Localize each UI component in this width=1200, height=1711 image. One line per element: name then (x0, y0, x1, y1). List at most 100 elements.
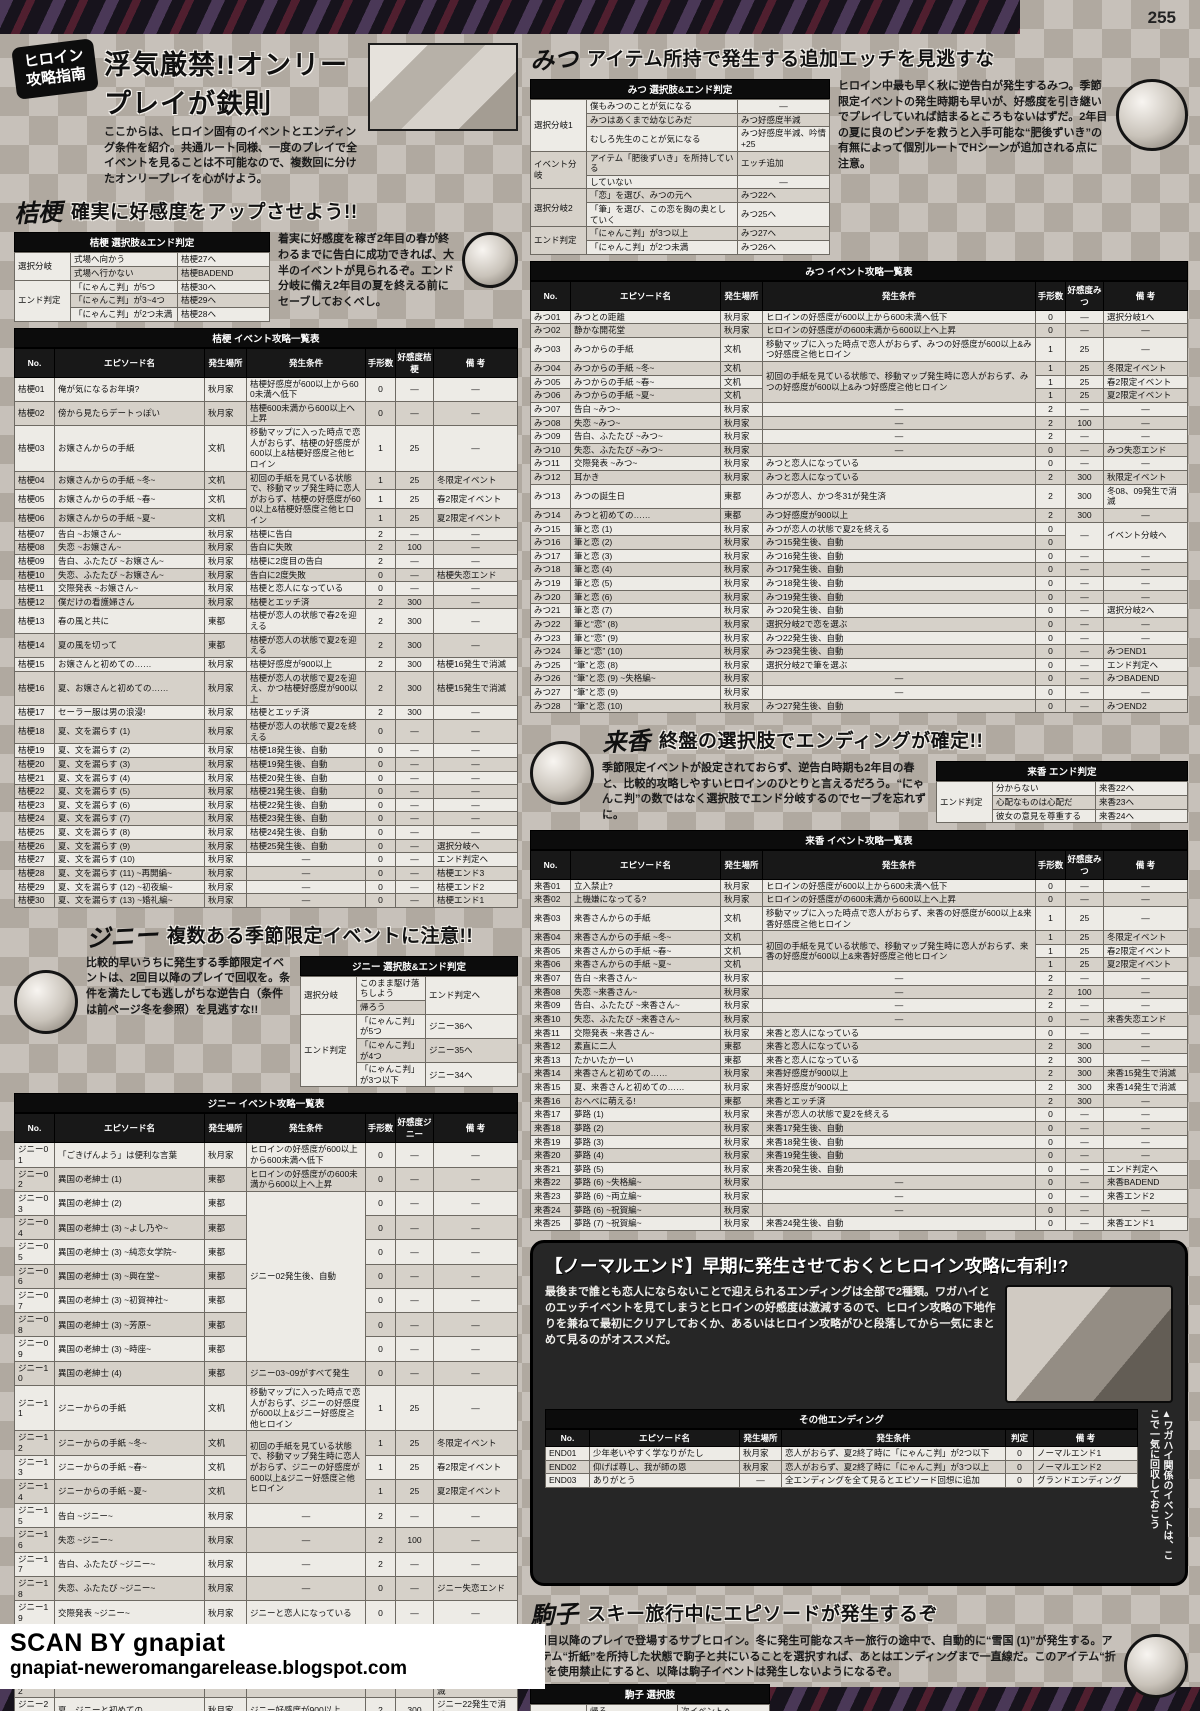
table-row: 選択分岐2 「恋」を選び、みつの元へ みつ22へ (530, 188, 830, 228)
table-cell: 秋月家 (204, 893, 247, 908)
table-cell: 夏、文を漏らす (1) (54, 719, 205, 745)
table-cell: 300 (1065, 507, 1104, 523)
table-cell: ジニー02 (14, 1166, 55, 1192)
table-cell: “筆”と恋 (9) ~失格編~ (570, 671, 721, 686)
table-cell: 来香12 (530, 1039, 571, 1054)
table-cell: — (737, 174, 830, 190)
table-cell: みつBADEND (1103, 671, 1188, 686)
table-cell: イベント分岐 (530, 150, 587, 190)
table-cell: 桔梗エンド1 (433, 893, 518, 908)
table-cell: — (762, 971, 1036, 986)
table-cell: — (395, 719, 434, 745)
jinny-judge-table-title: ジニー 選択肢&エンド判定 (300, 955, 518, 976)
table-cell: — (246, 1575, 366, 1602)
table-cell: 桔梗とエッチ済 (246, 705, 366, 721)
table-row: 桔梗30 夏、文を漏らす (13) ~婚礼編~ 秋月家 —0— 桔梗エンド1 (14, 893, 518, 908)
table-cell: — (433, 581, 518, 596)
table-cell: 25 (395, 1478, 434, 1505)
table-cell: “筆”と恋 (8) (570, 657, 721, 673)
table-cell: 失恋 ~ジニー~ (54, 1527, 205, 1553)
table-cell: ジニーからの手紙 ~春~ (54, 1454, 205, 1480)
table-row: ジニー06 異国の老紳士 (3) ~興在堂~ 東都 0— — (14, 1263, 518, 1289)
table-cell: ジニーからの手紙 ~冬~ (54, 1430, 205, 1456)
table-cell: 300 (1065, 470, 1104, 485)
wagahai-image-caption: ▲ワガハイ関係のイベントは、ここで一気に回収しておこう (1147, 1408, 1173, 1560)
table-row: 「にゃんこ判」が2つ未満 みつ26へ (531, 239, 830, 255)
table-cell: みつ10 (530, 442, 571, 458)
table-cell: 25 (395, 425, 434, 472)
table-cell: 桔梗15 (14, 656, 55, 672)
table-cell: 秋月家 (739, 1445, 782, 1461)
table-cell: 東都 (720, 507, 763, 523)
table-cell: 筆と恋 (7) (570, 603, 721, 618)
table-cell: 0 (1035, 521, 1066, 537)
table-cell: — (395, 1600, 434, 1626)
table-cell: ヒロインの好感度がの600未満から600以上へ上昇 (246, 1166, 366, 1192)
table-cell: — (395, 1336, 434, 1362)
table-cell: 桔梗30 (14, 893, 55, 908)
table-cell: — (1103, 1120, 1188, 1136)
table-cell: みつ28 (530, 698, 571, 714)
table-row: ジニー11 ジニーからの手紙 文机 移動マップに入った時点で恋人がおらず、ジニーの好感… (14, 1384, 518, 1432)
table-cell: 0 (1035, 1175, 1066, 1191)
table-cell: 異国の老紳士 (2) (54, 1190, 205, 1217)
table-cell: 東都 (720, 1093, 763, 1109)
section-raika: 来香 終盤の選択肢でエンディングが確定!! 季節限定イベントが設定されておらず、… (530, 722, 1188, 1231)
table-cell: 「恋」を選び、みつの元へ (586, 188, 738, 203)
table-cell: 桔梗が恋人の状態で夏2を迎える (246, 632, 366, 658)
table-cell: ジニー06 (14, 1263, 55, 1289)
table-cell: — (1103, 1148, 1188, 1163)
table-cell: 秋月家 (720, 562, 763, 577)
table-cell: 0 (1035, 1161, 1066, 1177)
table-cell: — (1103, 616, 1188, 632)
table-cell: 秋月家 (204, 540, 247, 555)
table-cell: ヒロインの好感度が600以上から600未満へ低下 (762, 878, 1036, 894)
header-row: No. エピソード名 発生場所 発生条件 手形数 好感度みつ備 考 (530, 280, 1188, 311)
table-cell: みつとの距離 (570, 309, 721, 325)
table-cell: 来香24発生後、自動 (762, 1216, 1036, 1231)
table-row: 桔梗26 夏、文を漏らす (9) 秋月家 桔梗25発生後、自動 0— 選択分岐へ (14, 838, 518, 854)
scan-credit-line1: SCAN BY gnapiat (10, 1629, 226, 1657)
table-cell: 0 (365, 770, 396, 786)
table-cell: みつ26 (530, 671, 571, 686)
table-cell: 夏、文を漏らす (11) ~再開編~ (54, 865, 205, 881)
heroines-artwork-image (368, 43, 518, 131)
table-cell: — (433, 1263, 518, 1289)
table-cell: 100 (1065, 415, 1104, 431)
table-cell: 2 (365, 705, 396, 721)
table-cell: 桔梗600未満から600以上へ上昇 (246, 400, 366, 427)
table-cell: — (395, 376, 434, 402)
table-cell: 異国の老紳士 (4) (54, 1360, 205, 1386)
table-cell: 春2限定イベント (433, 1454, 518, 1480)
table-cell: 0 (1035, 1025, 1066, 1041)
table-cell: 桔梗エンド2 (433, 879, 518, 895)
table-cell: 失恋、ふたたび ~来香さん~ (570, 1011, 721, 1027)
table-cell: — (1065, 548, 1104, 564)
table-cell: — (433, 1190, 518, 1217)
table-cell: 1 (1035, 905, 1066, 932)
table-cell: 300 (395, 1697, 434, 1711)
table-cell: ジニー16 (14, 1527, 55, 1553)
table-row: ジニー10 異国の老紳士 (4) 東都 ジニー03~09がすべて発生 0— — (14, 1360, 518, 1386)
column-header: 手形数 (365, 1113, 396, 1144)
raika-judge-table-title: 来香 エンド判定 (936, 761, 1188, 782)
komako-avatar (1124, 1633, 1188, 1698)
table-cell: 夢路 (4) (570, 1148, 721, 1163)
table-cell: 秋月家 (204, 1575, 247, 1602)
table-cell: 0 (365, 719, 396, 745)
table-cell: 来香01 (530, 878, 571, 894)
table-cell: 桔梗23 (14, 797, 55, 813)
table-cell: — (1103, 1134, 1188, 1150)
table-row: みつ11 交際発表 ~みつ~ 秋月家 みつと恋人になっている 0— — (530, 456, 1188, 471)
table-cell: 2 (1035, 998, 1066, 1013)
table-cell: — (1103, 1025, 1188, 1041)
table-cell: 秋月家 (720, 1202, 763, 1218)
table-cell: 300 (395, 705, 434, 721)
table-row: ジニー13 ジニーからの手紙 ~春~ 文机 1 25 春2限定イベント (14, 1454, 518, 1480)
table-cell: — (433, 553, 518, 569)
jinny-event-table: ジニー イベント攻略一覧表 No. エピソード名 発生場所 発生条件 手形数 好感度ジニー… (14, 1093, 518, 1711)
column-header: 好感度みつ (1065, 280, 1104, 311)
table-cell: 0 (1035, 309, 1066, 325)
table-cell: 告白、ふたたび ~ジニー~ (54, 1551, 205, 1577)
table-row: みつ21 筆と恋 (7) 秋月家 みつ20発生後、自動 0— 選択分岐2へ (530, 603, 1188, 618)
